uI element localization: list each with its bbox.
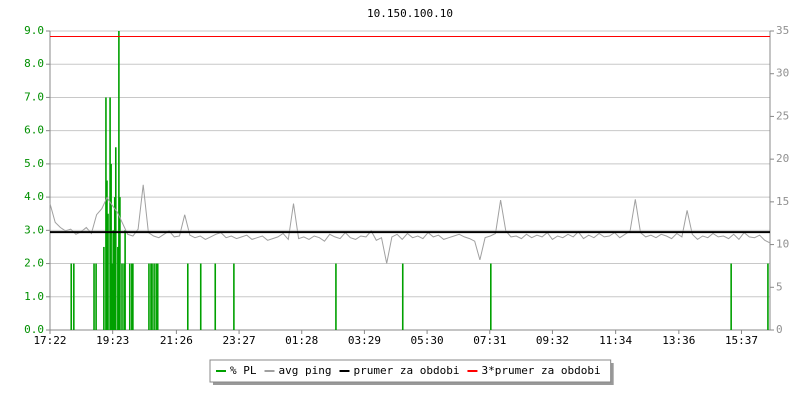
legend-box [209,359,612,383]
legend-label: prumer za obdobi [353,364,459,377]
pl-bar [110,163,112,330]
pl-bar [103,246,105,330]
pl-bar [123,263,125,330]
pl-bar [730,263,732,330]
y2-tick-label: 10 [776,238,789,251]
pl-bar [73,263,75,330]
pl-bar [490,263,492,330]
legend-label: % PL [230,364,257,377]
y2-tick-label: 20 [776,152,789,165]
legend: % PL avg ping prumer za obdobi 3*prumer za … [209,359,614,385]
y-tick-label: 4.0 [24,190,44,203]
pl-bar [93,263,95,330]
x-tick-label: 11:34 [599,334,632,347]
pl-bar [132,263,134,330]
pl-bar [113,197,116,330]
pl-bar [401,263,404,330]
y2-tick-label: 0 [776,323,783,336]
pl-bar [148,263,150,330]
pl-bar [107,213,109,330]
pl-bar [106,180,108,330]
x-tick-label: 15:37 [725,334,758,347]
pl-bar [124,230,126,330]
x-tick-label: 13:36 [662,334,695,347]
pl-bar [114,147,117,330]
y-tick-label: 8.0 [24,57,44,70]
y2-tick-label: 15 [776,195,789,208]
y2-tick-label: 5 [776,280,783,293]
y-tick-label: 2.0 [24,257,44,270]
x-tick-label: 01:28 [285,334,318,347]
pl-bar [117,246,119,330]
pl-bar [111,263,113,330]
pl-bar [151,263,153,330]
chart-title: 10.150.100.10 [367,7,453,20]
y2-tick-label: 30 [776,67,789,80]
y-tick-label: 1.0 [24,290,44,303]
pl-bar [153,263,155,330]
y-tick-label: 7.0 [24,90,44,103]
x-tick-label: 23:27 [223,334,256,347]
x-tick-label: 09:32 [536,334,569,347]
pl-bar [109,97,111,330]
pl-bar [95,263,97,330]
y-tick-label: 0.0 [24,323,44,336]
pl-bar [118,31,120,330]
pl-bar [335,263,337,330]
x-tick-label: 03:29 [348,334,381,347]
x-tick-label: 21:26 [160,334,193,347]
pl-bar [70,263,73,330]
pl-bar [767,263,769,330]
x-tick-label: 17:22 [33,334,66,347]
pl-bar [214,263,217,330]
x-tick-label: 05:30 [411,334,444,347]
pl-bar [199,263,202,330]
x-tick-label: 19:23 [96,334,129,347]
x-tick-label: 07:31 [473,334,506,347]
pl-bar [150,263,152,330]
pl-bar [119,197,121,330]
ping-line [49,184,771,264]
legend-label: 3*prumer za obdobi [481,364,600,377]
pl-bar [233,263,235,330]
pl-bar [186,263,189,330]
y-tick-label: 3.0 [24,223,44,236]
y2-tick-label: 25 [776,109,789,122]
y2-tick-label: 35 [776,24,789,37]
y-tick-label: 9.0 [24,24,44,37]
y-tick-label: 6.0 [24,124,44,137]
pl-bar [156,263,159,330]
pl-bar [131,263,133,330]
pl-bar [105,97,107,330]
y-tick-label: 5.0 [24,157,44,170]
pl-bar [155,263,157,330]
legend-label: avg ping [279,364,332,377]
pl-bar [121,263,123,330]
pl-bar [112,230,114,330]
pl-bar [128,263,131,330]
